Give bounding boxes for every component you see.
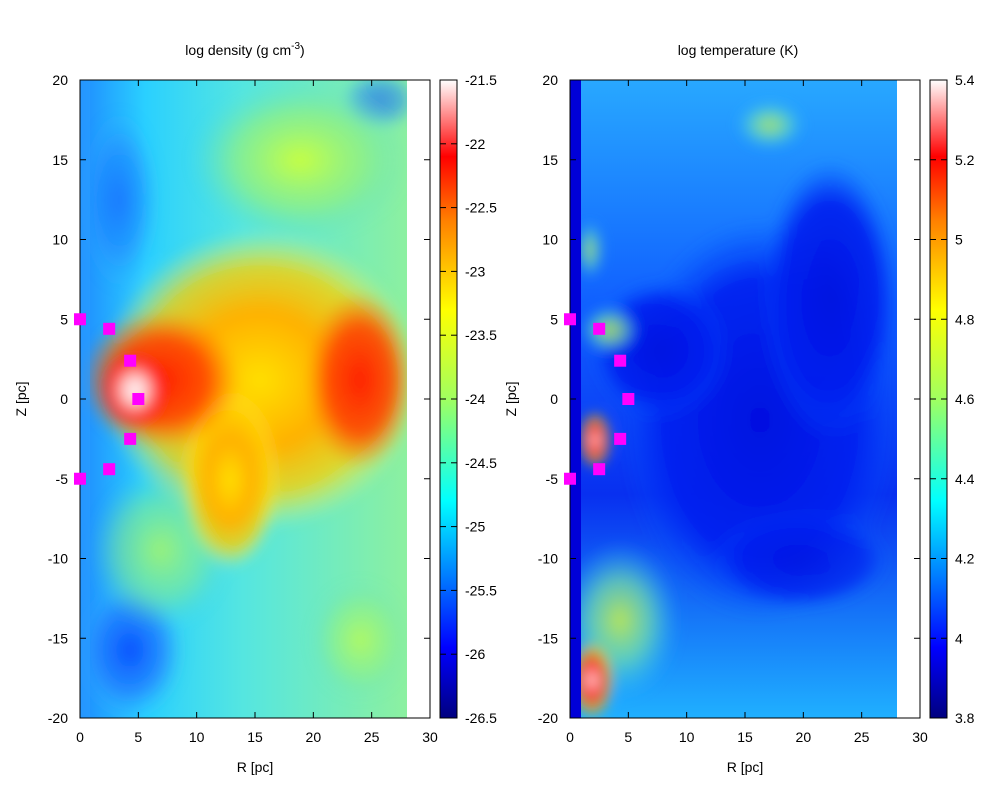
density-y-tick-label: -20 — [48, 710, 68, 726]
temperature-colorbar: 5.4 5.2 5 4.8 4.6 4.4 4.2 4 3.8 — [929, 72, 975, 726]
temperature-y-tick-label: -15 — [538, 630, 558, 646]
temperature-y-tick-label: 10 — [542, 232, 558, 248]
temperature-marker — [614, 354, 627, 367]
density-x-tick-label: 30 — [422, 729, 438, 745]
density-colorbar-tick-label: -26.5 — [465, 710, 497, 726]
density-y-tick-label: 15 — [52, 152, 68, 168]
temperature-y-tick-label: 0 — [550, 391, 558, 407]
temperature-y-tick-label: -20 — [538, 710, 558, 726]
temperature-colorbar-tick-label: 4.8 — [955, 311, 975, 327]
density-colorbar-tick-label: -25 — [465, 519, 485, 535]
density-y-tick-label: 10 — [52, 232, 68, 248]
density-colorbar-tick-label: -24.5 — [465, 455, 497, 471]
density-y-tick-label: 20 — [52, 72, 68, 88]
density-colorbar: -21.5 -22 -22.5 -23 -23.5 -24 -24.5 -25 -25.5 -26… — [439, 72, 497, 726]
temperature-panel: log temperature (K) 0 5 10 15 20 25 30 -20-15-… — [503, 42, 975, 775]
temperature-title: log temperature (K) — [678, 42, 799, 58]
density-title: log density (g cm-3) — [185, 41, 304, 58]
density-y-axis: -20 -15 -10 -5 0 5 10 15 20 — [48, 72, 430, 726]
density-markers — [74, 313, 145, 485]
density-marker — [124, 354, 137, 367]
density-y-tick-label: 5 — [60, 311, 68, 327]
density-colorbar-tick-label: -25.5 — [465, 582, 497, 598]
temperature-marker — [564, 313, 576, 326]
density-x-tick-label: 0 — [76, 729, 84, 745]
temperature-marker — [593, 322, 606, 335]
temperature-x-tick-label: 5 — [624, 729, 632, 745]
density-panel: log density (g cm-3) 0 5 10 15 20 25 30 -20 -15… — [13, 41, 497, 775]
temperature-marker — [564, 472, 576, 485]
temperature-y-tick-label: -10 — [538, 551, 558, 567]
density-x-tick-label: 5 — [134, 729, 142, 745]
density-y-tick-label: -5 — [56, 471, 69, 487]
density-colorbar-tick-label: -24 — [465, 391, 485, 407]
temperature-x-tick-label: 10 — [679, 729, 695, 745]
density-x-label: R [pc] — [237, 759, 274, 775]
temperature-y-tick-label: 20 — [542, 72, 558, 88]
temperature-colorbar-ticks: 5.4 5.2 5 4.8 4.6 4.4 4.2 4 3.8 — [930, 72, 975, 726]
temperature-marker — [614, 432, 627, 445]
temperature-x-tick-label: 20 — [796, 729, 812, 745]
temperature-y-tick-label: -5 — [546, 471, 559, 487]
density-x-tick-label: 20 — [306, 729, 322, 745]
temperature-x-label: R [pc] — [727, 759, 764, 775]
density-marker — [124, 432, 137, 445]
temperature-x-tick-label: 15 — [737, 729, 753, 745]
density-colorbar-tick-label: -23 — [465, 263, 485, 279]
density-marker — [132, 393, 145, 405]
temperature-x-axis: 0 5 10 15 20 25 30 — [566, 80, 928, 745]
temperature-colorbar-tick-label: 4 — [955, 630, 963, 646]
density-marker — [103, 322, 116, 335]
density-y-tick-label: -10 — [48, 551, 68, 567]
density-x-tick-label: 15 — [247, 729, 263, 745]
temperature-marker — [593, 463, 606, 476]
temperature-x-tick-label: 30 — [912, 729, 928, 745]
density-marker — [74, 472, 86, 485]
temperature-y-tick-label: 15 — [542, 152, 558, 168]
density-marker — [103, 463, 116, 476]
temperature-y-label: Z [pc] — [503, 381, 519, 416]
temperature-colorbar-tick-label: 4.2 — [955, 551, 975, 567]
density-x-axis: 0 5 10 15 20 25 30 — [76, 80, 438, 745]
temperature-colorbar-tick-label: 4.4 — [955, 471, 975, 487]
temperature-x-tick-label: 0 — [566, 729, 574, 745]
temperature-markers — [564, 313, 635, 485]
density-x-tick-label: 10 — [189, 729, 205, 745]
temperature-colorbar-tick-label: 5.2 — [955, 152, 975, 168]
temperature-colorbar-tick-label: 5 — [955, 232, 963, 248]
temperature-colorbar-tick-label: 3.8 — [955, 710, 975, 726]
density-heatmap — [80, 80, 407, 718]
temperature-colorbar-tick-label: 5.4 — [955, 72, 975, 88]
density-y-tick-label: -15 — [48, 630, 68, 646]
density-y-tick-label: 0 — [60, 391, 68, 407]
temperature-y-axis: -20 -15 -10 -5 0 5 10 15 20 — [538, 72, 920, 726]
density-marker — [74, 313, 86, 326]
density-colorbar-ticks: -21.5 -22 -22.5 -23 -23.5 -24 -24.5 -25 -25.5 -26… — [440, 72, 497, 726]
density-y-label: Z [pc] — [13, 381, 29, 416]
density-colorbar-tick-label: -21.5 — [465, 72, 497, 88]
temperature-colorbar-tick-label: 4.6 — [955, 391, 975, 407]
density-colorbar-tick-label: -22 — [465, 136, 485, 152]
density-colorbar-tick-label: -23.5 — [465, 327, 497, 343]
temperature-x-tick-label: 25 — [854, 729, 870, 745]
density-colorbar-tick-label: -26 — [465, 646, 485, 662]
temperature-heatmap — [570, 80, 897, 718]
density-colorbar-tick-label: -22.5 — [465, 200, 497, 216]
temperature-y-tick-label: 5 — [550, 311, 558, 327]
temperature-marker — [622, 393, 635, 405]
density-x-tick-label: 25 — [364, 729, 380, 745]
